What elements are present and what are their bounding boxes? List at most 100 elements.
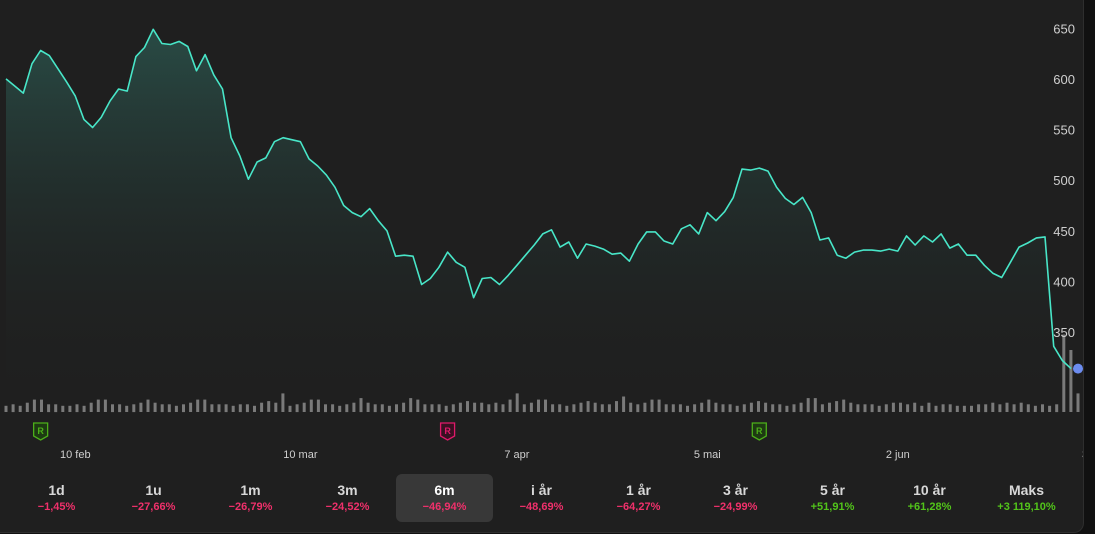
- period-option-3[interactable]: 3m −24,52%: [299, 474, 396, 522]
- volume-bar: [636, 404, 640, 413]
- volume-bar: [380, 404, 384, 413]
- y-tick-label: 500: [1053, 173, 1075, 188]
- volume-bar: [792, 404, 796, 413]
- volume-bar: [835, 401, 839, 412]
- volume-bar: [103, 399, 107, 412]
- volume-bar: [89, 402, 93, 412]
- report-marker-label: R: [444, 426, 451, 436]
- volume-bar: [1033, 405, 1037, 412]
- volume-bar: [111, 404, 114, 413]
- volume-bar: [1076, 393, 1080, 412]
- volume-bar: [324, 404, 327, 413]
- volume-bar: [842, 399, 846, 412]
- period-change: −24,99%: [713, 501, 758, 513]
- volume-bar: [537, 399, 540, 412]
- volume-bar: [18, 405, 22, 412]
- volume-bar: [54, 404, 58, 413]
- report-marker-icon[interactable]: R: [32, 422, 49, 441]
- volume-bar: [96, 399, 100, 412]
- volume-bar: [1055, 404, 1059, 413]
- y-tick-label: 400: [1053, 275, 1075, 290]
- volume-bar: [899, 402, 902, 412]
- volume-bar: [153, 402, 157, 412]
- volume-bar: [707, 399, 711, 412]
- report-marker-icon[interactable]: R: [751, 422, 767, 441]
- volume-bar: [352, 402, 356, 412]
- volume-bar: [288, 405, 292, 412]
- volume-bar: [693, 404, 697, 413]
- period-option-1[interactable]: 1u −27,66%: [105, 474, 202, 522]
- volume-bar: [749, 402, 753, 412]
- volume-bar: [316, 399, 320, 412]
- volume-bar: [231, 405, 235, 412]
- period-change: −26,79%: [228, 501, 273, 513]
- volume-bar: [295, 404, 299, 413]
- y-tick-label: 450: [1053, 224, 1075, 239]
- volume-bar: [487, 404, 491, 413]
- volume-bar: [395, 404, 398, 413]
- y-tick-label: 600: [1053, 72, 1075, 87]
- volume-bar: [906, 404, 910, 413]
- volume-bar: [820, 404, 824, 413]
- period-option-7[interactable]: 3 år −24,99%: [687, 474, 784, 522]
- volume-bar: [657, 399, 661, 412]
- volume-bar: [309, 399, 313, 412]
- volume-bar: [806, 398, 810, 413]
- volume-bar: [217, 404, 221, 413]
- volume-bar: [778, 404, 782, 413]
- volume-bar: [742, 404, 746, 413]
- volume-bar: [132, 404, 136, 413]
- x-tick-label: 5 mai: [694, 449, 721, 461]
- volume-bar: [501, 404, 505, 413]
- volume-bar: [1019, 402, 1023, 412]
- period-option-5[interactable]: i år −48,69%: [493, 474, 590, 522]
- volume-bar: [607, 404, 611, 413]
- volume-bar: [799, 402, 803, 412]
- volume-bar: [813, 398, 817, 413]
- period-label: 1d: [48, 482, 65, 498]
- volume-bar: [977, 404, 981, 413]
- volume-bar: [11, 404, 15, 413]
- volume-bar: [118, 404, 122, 413]
- volume-bar: [203, 399, 207, 412]
- volume-bar: [458, 402, 462, 412]
- period-option-9[interactable]: 10 år +61,28%: [881, 474, 978, 522]
- volume-bar: [260, 402, 264, 412]
- volume-bar: [267, 401, 271, 412]
- volume-bar: [593, 402, 597, 412]
- volume-bar: [771, 404, 775, 413]
- volume-bar: [1048, 405, 1052, 412]
- volume-bar: [302, 402, 306, 412]
- volume-bar: [735, 405, 739, 412]
- volume-bar: [245, 404, 249, 413]
- period-option-2[interactable]: 1m −26,79%: [202, 474, 299, 522]
- period-option-8[interactable]: 5 år +51,91%: [784, 474, 881, 522]
- period-label: Maks: [1008, 482, 1045, 498]
- volume-bar: [515, 393, 519, 412]
- period-label: 6m: [434, 482, 455, 498]
- volume-bar: [196, 399, 200, 412]
- volume-bar: [863, 404, 867, 413]
- volume-bar: [1062, 334, 1066, 412]
- period-option-0[interactable]: 1d −1,45%: [8, 474, 105, 522]
- volume-bar: [167, 404, 171, 413]
- period-option-4[interactable]: 6m −46,94%: [396, 474, 493, 522]
- volume-bar: [920, 405, 924, 412]
- volume-bar: [1026, 404, 1030, 413]
- volume-bar: [941, 404, 945, 413]
- volume-bar: [1005, 402, 1009, 412]
- period-option-10[interactable]: Maks +3 119,10%: [978, 474, 1075, 522]
- volume-bar: [600, 404, 604, 413]
- volume-bar: [430, 404, 434, 413]
- volume-bar: [891, 402, 895, 412]
- volume-bar: [189, 402, 193, 412]
- report-marker-icon[interactable]: R: [439, 422, 456, 441]
- volume-bar: [671, 404, 675, 413]
- volume-bar: [444, 405, 448, 412]
- volume-bar: [160, 404, 164, 413]
- price-chart[interactable]: 650 600 550 500 450 400 350 10 feb 10 mar 7 apr 5 …: [0, 0, 1083, 470]
- volume-bar: [856, 404, 860, 413]
- volume-bar: [402, 402, 406, 412]
- period-option-6[interactable]: 1 år −64,27%: [590, 474, 687, 522]
- period-change: −27,66%: [131, 501, 176, 513]
